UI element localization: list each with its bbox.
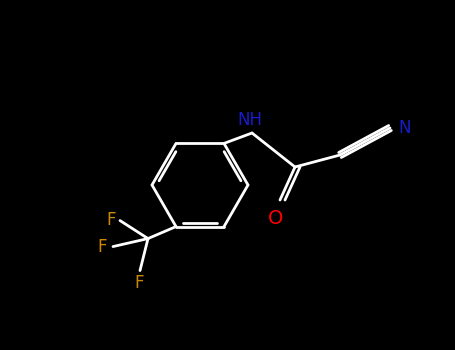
Text: F: F <box>97 238 107 255</box>
Text: N: N <box>398 119 410 137</box>
Text: F: F <box>106 211 116 229</box>
Text: O: O <box>268 209 283 228</box>
Text: NH: NH <box>238 111 263 129</box>
Text: F: F <box>134 274 144 292</box>
